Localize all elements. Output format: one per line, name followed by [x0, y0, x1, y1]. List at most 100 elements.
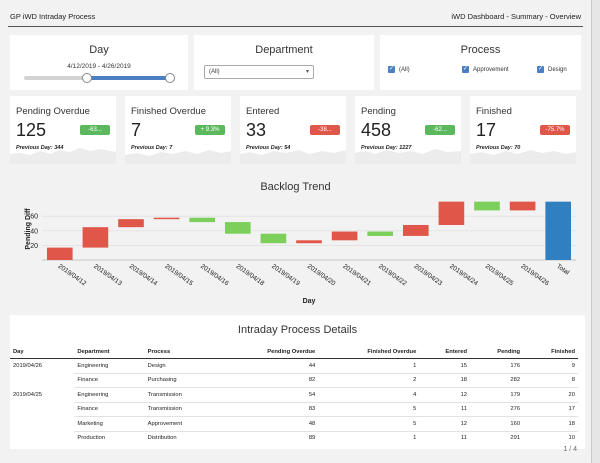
x-tick-label: 2019/04/14 [128, 263, 159, 288]
table-cell [10, 373, 74, 388]
chevron-down-icon: ▾ [305, 68, 309, 75]
table-cell: 2019/04/25 [13, 391, 43, 398]
table-cell: Distribution [144, 431, 220, 441]
day-filter-title: Day [89, 44, 109, 56]
page-indicator[interactable]: 1 / 4 [563, 446, 577, 453]
dashboard-title: GP iWD Intraday Process [10, 12, 96, 21]
table-cell: Finance [74, 402, 145, 417]
slider-end-handle[interactable] [165, 73, 175, 83]
slider-selected-range [86, 76, 169, 80]
x-tick-label: 2019/04/13 [92, 263, 123, 288]
table-cell: 282 [470, 373, 524, 388]
column-header[interactable]: Finished [523, 345, 578, 359]
x-tick-label: 2019/04/16 [199, 263, 230, 288]
backlog-trend-title: Backlog Trend [260, 181, 331, 193]
kpi-change-badge: + 9.3% [195, 125, 225, 135]
kpi-title: Pending [361, 106, 396, 117]
waterfall-bar [118, 219, 144, 228]
column-header[interactable]: Department [74, 345, 145, 359]
waterfall-bar [438, 201, 465, 225]
waterfall-bar [296, 240, 322, 244]
dashboard-header: GP iWD Intraday Process iWD Dashboard - … [8, 8, 583, 27]
slider-start-handle[interactable] [82, 73, 92, 83]
waterfall-bar [367, 231, 394, 236]
kpi-title: Finished Overdue [131, 106, 206, 117]
x-tick-label: 2019/04/20 [306, 263, 337, 288]
table-cell: 160 [470, 416, 524, 432]
table-cell: 1 [318, 358, 420, 374]
checkbox-checked-icon: ✓ [537, 66, 544, 73]
day-filter-card: Day 4/12/2019 - 4/26/2019 [10, 35, 188, 90]
x-tick-label: 2019/04/12 [57, 263, 88, 288]
x-tick-label: 2019/04/24 [448, 263, 479, 288]
table-cell: 54 [219, 387, 319, 403]
table-cell: 12 [419, 387, 471, 403]
table-cell: 10 [523, 431, 578, 441]
process-option-label: (All) [399, 66, 410, 73]
table-row: 2019/04/26 Engineering Design 44 1 15 176 9 [10, 358, 578, 374]
table-cell: Transmission [144, 402, 220, 417]
kpi-previous-day: Previous Day: 7 [131, 145, 173, 151]
kpi-change-badge: -75.7% [540, 125, 570, 135]
kpi-card: Entered 33 -38... Previous Day: 54 [240, 96, 346, 164]
waterfall-bar [509, 201, 536, 211]
column-header[interactable]: Finished Overdue [318, 345, 420, 359]
details-table-viewport[interactable]: Day Department Process Pending Overdue Finis… [10, 345, 585, 441]
waterfall-bar [153, 217, 180, 220]
table-cell: 2019/04/26 [13, 363, 43, 369]
table-cell: 2 [318, 373, 420, 388]
table-cell: 1 [318, 431, 420, 441]
table-cell: 83 [219, 402, 319, 417]
department-dropdown[interactable]: (All) ▾ [204, 65, 314, 79]
kpi-value: 125 [16, 120, 47, 140]
waterfall-bar [82, 227, 109, 248]
table-cell: 9 [523, 358, 578, 374]
table-cell: Engineering [74, 358, 145, 374]
kpi-change-badge: -62... [425, 125, 455, 135]
kpi-card: Finished Overdue 7 + 9.3% Previous Day: 7 [125, 96, 231, 164]
waterfall-bar [402, 224, 429, 236]
x-tick-label: 2019/04/25 [484, 263, 515, 288]
kpi-previous-day: Previous Day: 54 [246, 145, 291, 151]
table-cell: 179 [470, 387, 524, 403]
table-cell: 291 [470, 431, 524, 441]
process-option-approvement[interactable]: ✓ Approvement [462, 66, 509, 73]
kpi-title: Entered [246, 106, 280, 117]
y-tick-label: 20 [30, 243, 38, 250]
x-tick-label: 2019/04/15 [163, 263, 194, 288]
date-range-slider[interactable] [24, 73, 175, 83]
kpi-previous-day: Previous Day: 70 [476, 145, 521, 151]
column-header[interactable]: Process [144, 345, 220, 359]
table-cell: 11 [419, 402, 471, 417]
table-cell: 8 [523, 373, 578, 388]
table-cell: Finance [74, 373, 145, 388]
process-option-design[interactable]: ✓ Design [537, 66, 567, 73]
column-header[interactable]: Entered [419, 345, 471, 359]
table-cell: 18 [419, 373, 471, 388]
table-row: Production Distribution 89 1 11 291 10 [10, 431, 578, 441]
waterfall-bar [474, 201, 500, 211]
kpi-card: Pending Overdue 125 -63... Previous Day: 34… [10, 96, 116, 164]
table-cell [10, 402, 74, 417]
table-cell [10, 417, 74, 432]
department-selected-value: (All) [209, 68, 220, 75]
intraday-details-table: Day Department Process Pending Overdue Finis… [10, 345, 578, 441]
column-header[interactable]: Pending Overdue [219, 345, 319, 359]
department-filter-title: Department [255, 44, 313, 56]
table-cell: 276 [470, 402, 524, 417]
y-tick-label: 40 [30, 228, 38, 235]
column-header[interactable]: Pending [470, 345, 524, 359]
waterfall-bar [545, 201, 572, 260]
kpi-previous-day: Previous Day: 344 [16, 145, 64, 151]
column-header[interactable]: Day [10, 345, 75, 359]
process-option-all[interactable]: ✓ (All) [388, 66, 410, 73]
table-cell: 17 [523, 402, 578, 417]
process-filter-title: Process [460, 44, 501, 56]
kpi-value: 33 [246, 120, 267, 140]
x-axis-label: Day [303, 298, 316, 305]
table-cell: 20 [523, 387, 578, 403]
kpi-sparkline [355, 149, 461, 164]
table-cell: Purchasing [144, 373, 220, 388]
